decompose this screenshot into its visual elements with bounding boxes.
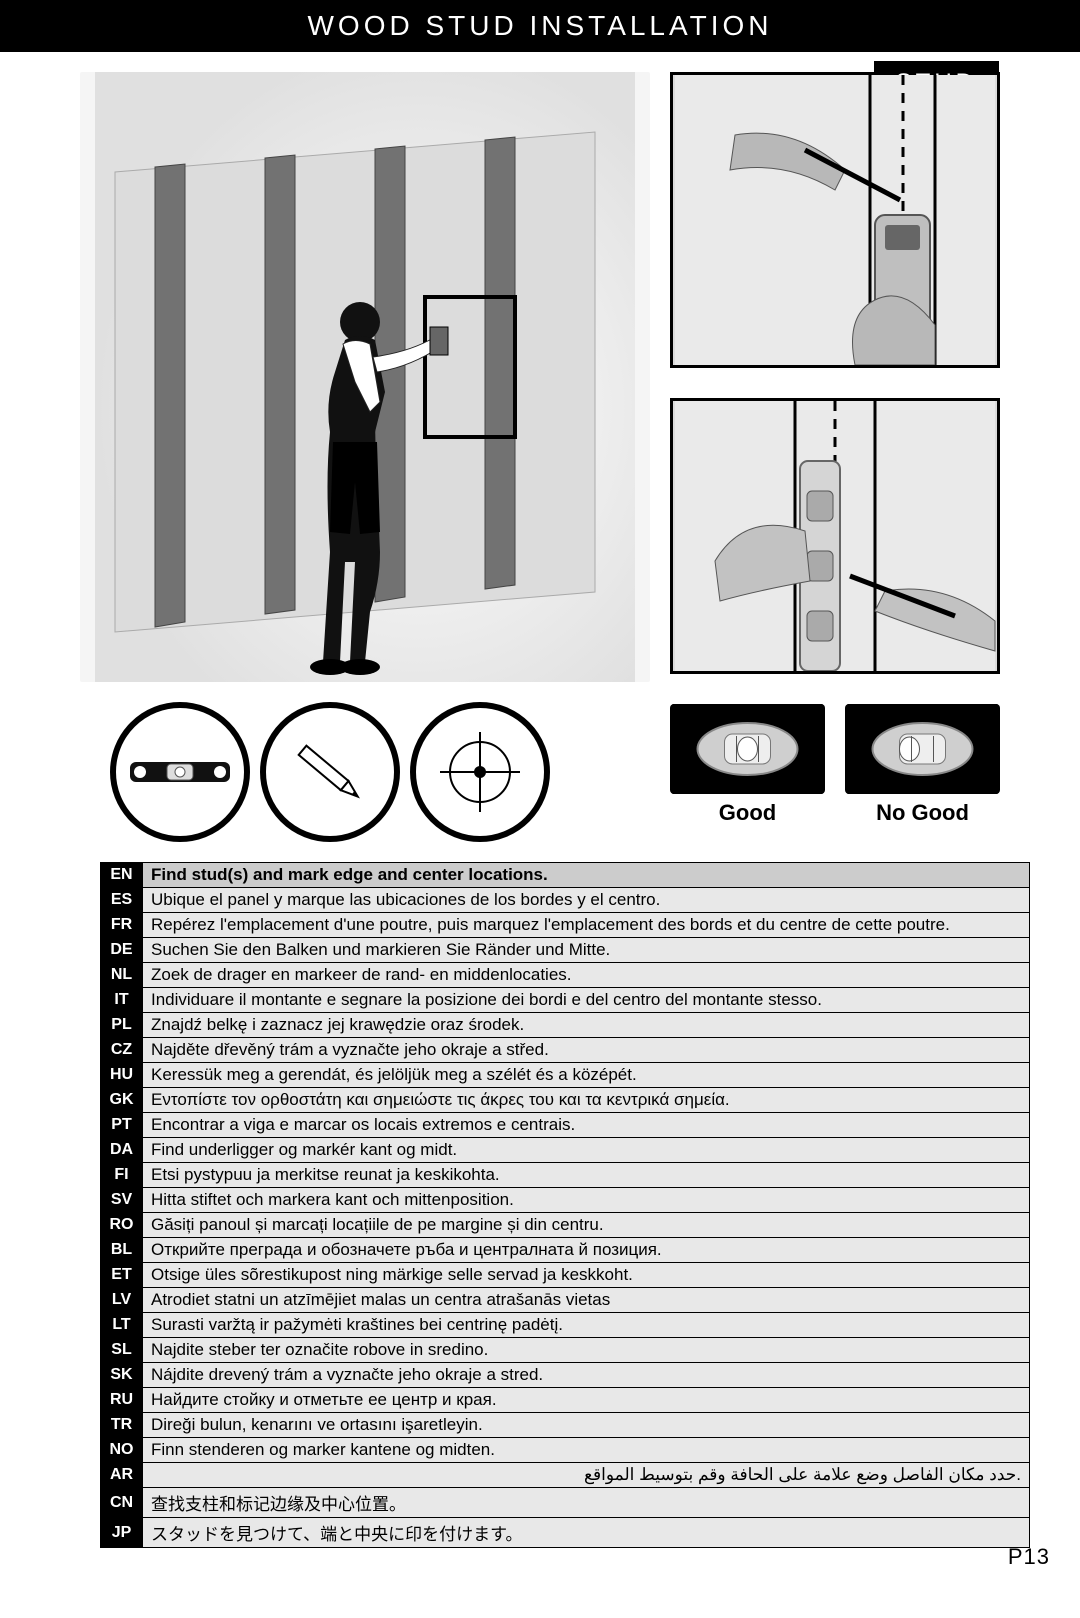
page-title: WOOD STUD INSTALLATION (0, 0, 1080, 52)
good-image (670, 704, 825, 794)
lang-code: IT (101, 988, 143, 1013)
lang-code: RO (101, 1213, 143, 1238)
lang-text: Finn stenderen og marker kantene og midt… (143, 1438, 1030, 1463)
pencil-icon (260, 702, 400, 842)
level-icon (110, 702, 250, 842)
table-row: AR.حدد مكان الفاصل وضع علامة على الحافة … (101, 1463, 1030, 1488)
lang-text: .حدد مكان الفاصل وضع علامة على الحافة وق… (143, 1463, 1030, 1488)
lang-text: Найдите стойку и отметьте ее центр и кра… (143, 1388, 1030, 1413)
table-row: JPスタッドを見つけて、端と中央に印を付けます。 (101, 1518, 1030, 1548)
table-row: SLNajdite steber ter označite robove in … (101, 1338, 1030, 1363)
lang-text: Individuare il montante e segnare la pos… (143, 988, 1030, 1013)
lang-code: DE (101, 938, 143, 963)
language-table: ENFind stud(s) and mark edge and center … (100, 862, 1030, 1548)
lang-text: Surasti varžtą ir pažymėti kraštines bei… (143, 1313, 1030, 1338)
lang-code: ET (101, 1263, 143, 1288)
lang-text: Encontrar a viga e marcar os locais extr… (143, 1113, 1030, 1138)
step2-box: STEP 2 STUD (670, 398, 1000, 674)
lang-text: Find stud(s) and mark edge and center lo… (143, 863, 1030, 888)
page-number: P13 (1008, 1544, 1050, 1570)
lang-code: SL (101, 1338, 143, 1363)
table-row: RUНайдите стойку и отметьте ее центр и к… (101, 1388, 1030, 1413)
lang-code: NO (101, 1438, 143, 1463)
lang-text: Hitta stiftet och markera kant och mitte… (143, 1188, 1030, 1213)
table-row: SKNájdite drevený trám a vyznačte jeho o… (101, 1363, 1030, 1388)
table-row: HUKeressük meg a gerendát, és jelöljük m… (101, 1063, 1030, 1088)
lang-text: Găsiți panoul și marcați locațiile de pe… (143, 1213, 1030, 1238)
table-row: PLZnajdź belkę i zaznacz jej krawędzie o… (101, 1013, 1030, 1038)
lang-text: Najděte dřevěný trám a vyznačte jeho okr… (143, 1038, 1030, 1063)
table-row: ETOtsige üles sõrestikupost ning märkige… (101, 1263, 1030, 1288)
lang-text: Nájdite drevený trám a vyznačte jeho okr… (143, 1363, 1030, 1388)
table-row: FRRepérez l'emplacement d'une poutre, pu… (101, 913, 1030, 938)
lang-text: Najdite steber ter označite robove in sr… (143, 1338, 1030, 1363)
table-row: CZNajděte dřevěný trám a vyznačte jeho o… (101, 1038, 1030, 1063)
lang-text: Открийте преграда и обозначете ръба и це… (143, 1238, 1030, 1263)
lang-code: LT (101, 1313, 143, 1338)
lang-code: SK (101, 1363, 143, 1388)
tool-icons-row (80, 702, 650, 842)
table-row: TRDireği bulun, kenarını ve ortasını işa… (101, 1413, 1030, 1438)
lang-text: Zoek de drager en markeer de rand- en mi… (143, 963, 1030, 988)
table-row: DESuchen Sie den Balken und markieren Si… (101, 938, 1030, 963)
lang-code: RU (101, 1388, 143, 1413)
lang-text: Suchen Sie den Balken und markieren Sie … (143, 938, 1030, 963)
lang-text: Direği bulun, kenarını ve ortasını işare… (143, 1413, 1030, 1438)
table-row: LTSurasti varžtą ir pažymėti kraštines b… (101, 1313, 1030, 1338)
lang-code: LV (101, 1288, 143, 1313)
lang-code: CN (101, 1488, 143, 1518)
lang-code: SV (101, 1188, 143, 1213)
good-label: Good (670, 800, 825, 826)
lang-text: Keressük meg a gerendát, és jelöljük meg… (143, 1063, 1030, 1088)
lang-text: Find underligger og markér kant og midt. (143, 1138, 1030, 1163)
lang-code: DA (101, 1138, 143, 1163)
table-row: NLZoek de drager en markeer de rand- en … (101, 963, 1030, 988)
lang-text: Atrodiet statni un atzīmējiet malas un c… (143, 1288, 1030, 1313)
lang-text: Otsige üles sõrestikupost ning märkige s… (143, 1263, 1030, 1288)
lang-text: Εντοπίστε τον ορθοστάτη και σημειώστε τι… (143, 1088, 1030, 1113)
lang-text: スタッドを見つけて、端と中央に印を付けます。 (143, 1518, 1030, 1548)
lang-text: Znajdź belkę i zaznacz jej krawędzie ora… (143, 1013, 1030, 1038)
lang-code: NL (101, 963, 143, 988)
main-illustration (80, 72, 650, 682)
lang-code: JP (101, 1518, 143, 1548)
lang-code: AR (101, 1463, 143, 1488)
step2-image (673, 401, 997, 671)
lang-code: TR (101, 1413, 143, 1438)
table-row: FIEtsi pystypuu ja merkitse reunat ja ke… (101, 1163, 1030, 1188)
nogood-image (845, 704, 1000, 794)
lang-text: Etsi pystypuu ja merkitse reunat ja kesk… (143, 1163, 1030, 1188)
lang-code: CZ (101, 1038, 143, 1063)
nogood-label: No Good (845, 800, 1000, 826)
lang-code: GK (101, 1088, 143, 1113)
lang-code: PL (101, 1013, 143, 1038)
lang-text: 查找支柱和标记边缘及中心位置。 (143, 1488, 1030, 1518)
lang-text: Ubique el panel y marque las ubicaciones… (143, 888, 1030, 913)
table-row: PTEncontrar a viga e marcar os locais ex… (101, 1113, 1030, 1138)
lang-code: PT (101, 1113, 143, 1138)
table-row: CN查找支柱和标记边缘及中心位置。 (101, 1488, 1030, 1518)
table-row: ENFind stud(s) and mark edge and center … (101, 863, 1030, 888)
table-row: BLОткрийте преграда и обозначете ръба и … (101, 1238, 1030, 1263)
step1-image (673, 75, 997, 365)
step1-box: STEP 1 STUD (670, 72, 1000, 368)
lang-code: HU (101, 1063, 143, 1088)
lang-code: BL (101, 1238, 143, 1263)
table-row: LVAtrodiet statni un atzīmējiet malas un… (101, 1288, 1030, 1313)
lang-code: FI (101, 1163, 143, 1188)
lang-code: FR (101, 913, 143, 938)
table-row: ROGăsiți panoul și marcați locațiile de … (101, 1213, 1030, 1238)
table-row: NOFinn stenderen og marker kantene og mi… (101, 1438, 1030, 1463)
table-row: ITIndividuare il montante e segnare la p… (101, 988, 1030, 1013)
table-row: DAFind underligger og markér kant og mid… (101, 1138, 1030, 1163)
table-row: SVHitta stiftet och markera kant och mit… (101, 1188, 1030, 1213)
table-row: ESUbique el panel y marque las ubicacion… (101, 888, 1030, 913)
studfinder-icon (410, 702, 550, 842)
lang-code: EN (101, 863, 143, 888)
table-row: GKΕντοπίστε τον ορθοστάτη και σημειώστε … (101, 1088, 1030, 1113)
lang-code: ES (101, 888, 143, 913)
good-nogood-row: Good No Good (670, 704, 1000, 826)
lang-text: Repérez l'emplacement d'une poutre, puis… (143, 913, 1030, 938)
